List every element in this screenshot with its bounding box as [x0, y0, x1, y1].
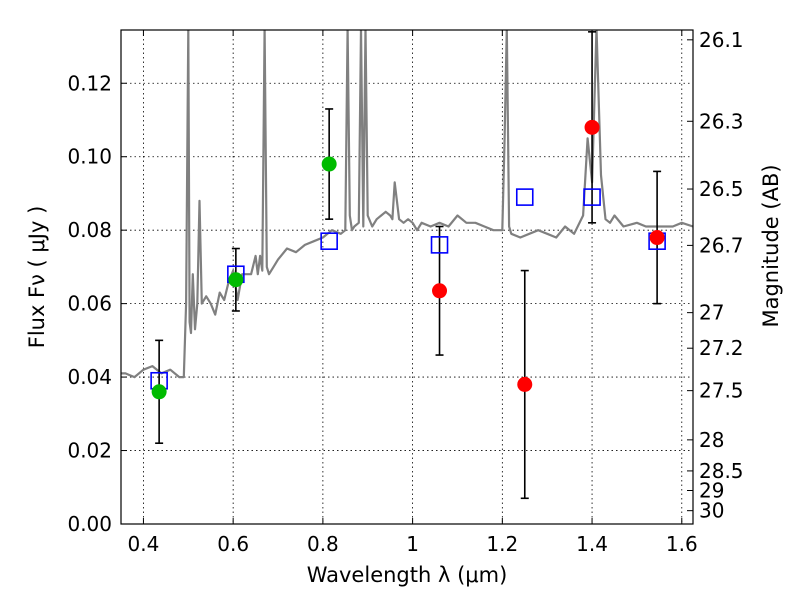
- x-tick-label: 0.4: [128, 532, 160, 556]
- optical-flux-point: [321, 156, 337, 172]
- magnitude-tick-label: 26.7: [699, 233, 744, 257]
- y-tick-label: 0.08: [67, 218, 112, 242]
- magnitude-axis-title: Magnitude (AB): [759, 164, 783, 327]
- model-photometry-square: [430, 236, 449, 254]
- magnitude-tick-label: 29: [699, 479, 724, 503]
- spectrum-layer: [121, 30, 693, 379]
- x-tick-label: 1.4: [576, 532, 608, 556]
- x-tick-label: 1.6: [666, 532, 698, 556]
- magnitude-tick-label: 28: [699, 428, 724, 452]
- x-tick-label: 1: [406, 532, 419, 556]
- magnitude-tick-label: 28.5: [699, 459, 744, 483]
- magnitude-tick-label: 30: [699, 499, 724, 523]
- plot-frame: [120, 29, 694, 525]
- y-tick-label: 0.00: [67, 512, 112, 536]
- model-spectrum-line: [121, 30, 693, 379]
- y-tick-label: 0.04: [67, 365, 112, 389]
- magnitude-tick-label: 26.5: [699, 177, 744, 201]
- x-tick-label: 1.2: [486, 532, 518, 556]
- y-tick-label: 0.06: [67, 292, 112, 316]
- y-tick-label: 0.10: [67, 145, 112, 169]
- model-photometry-square: [583, 188, 601, 206]
- model-photometry-square: [515, 188, 534, 206]
- y-tick-label: 0.02: [67, 439, 112, 463]
- y-tick-label: 0.12: [67, 71, 112, 95]
- magnitude-tick-label: 26.3: [699, 109, 744, 133]
- ir-flux-point: [517, 376, 533, 392]
- ir-flux-point: [649, 230, 665, 246]
- ir-flux-point: [432, 283, 448, 299]
- ir-flux-point: [584, 119, 600, 135]
- x-tick-label: 0.8: [307, 532, 339, 556]
- y-axis-title: Flux Fν ( μJy ): [25, 206, 49, 349]
- magnitude-tick-label: 27: [699, 301, 724, 325]
- magnitude-tick-label: 26.1: [699, 28, 744, 52]
- magnitude-tick-label: 27.5: [699, 379, 744, 403]
- x-axis-title: Wavelength λ (μm): [307, 563, 508, 587]
- magnitude-tick-label: 27.2: [699, 336, 744, 360]
- x-axis-ticks: 0.4 0.6 0.8 1 1.2 1.4 1.6: [128, 30, 698, 556]
- y-axis-ticks: 0.00 0.02 0.04 0.06 0.08 0.10 0.12: [67, 71, 127, 536]
- plot-area: [121, 30, 693, 524]
- optical-flux-point: [151, 384, 167, 400]
- x-tick-label: 0.6: [217, 532, 249, 556]
- data-markers: [150, 119, 666, 400]
- model-photometry-square: [320, 232, 338, 250]
- optical-flux-point: [228, 272, 244, 288]
